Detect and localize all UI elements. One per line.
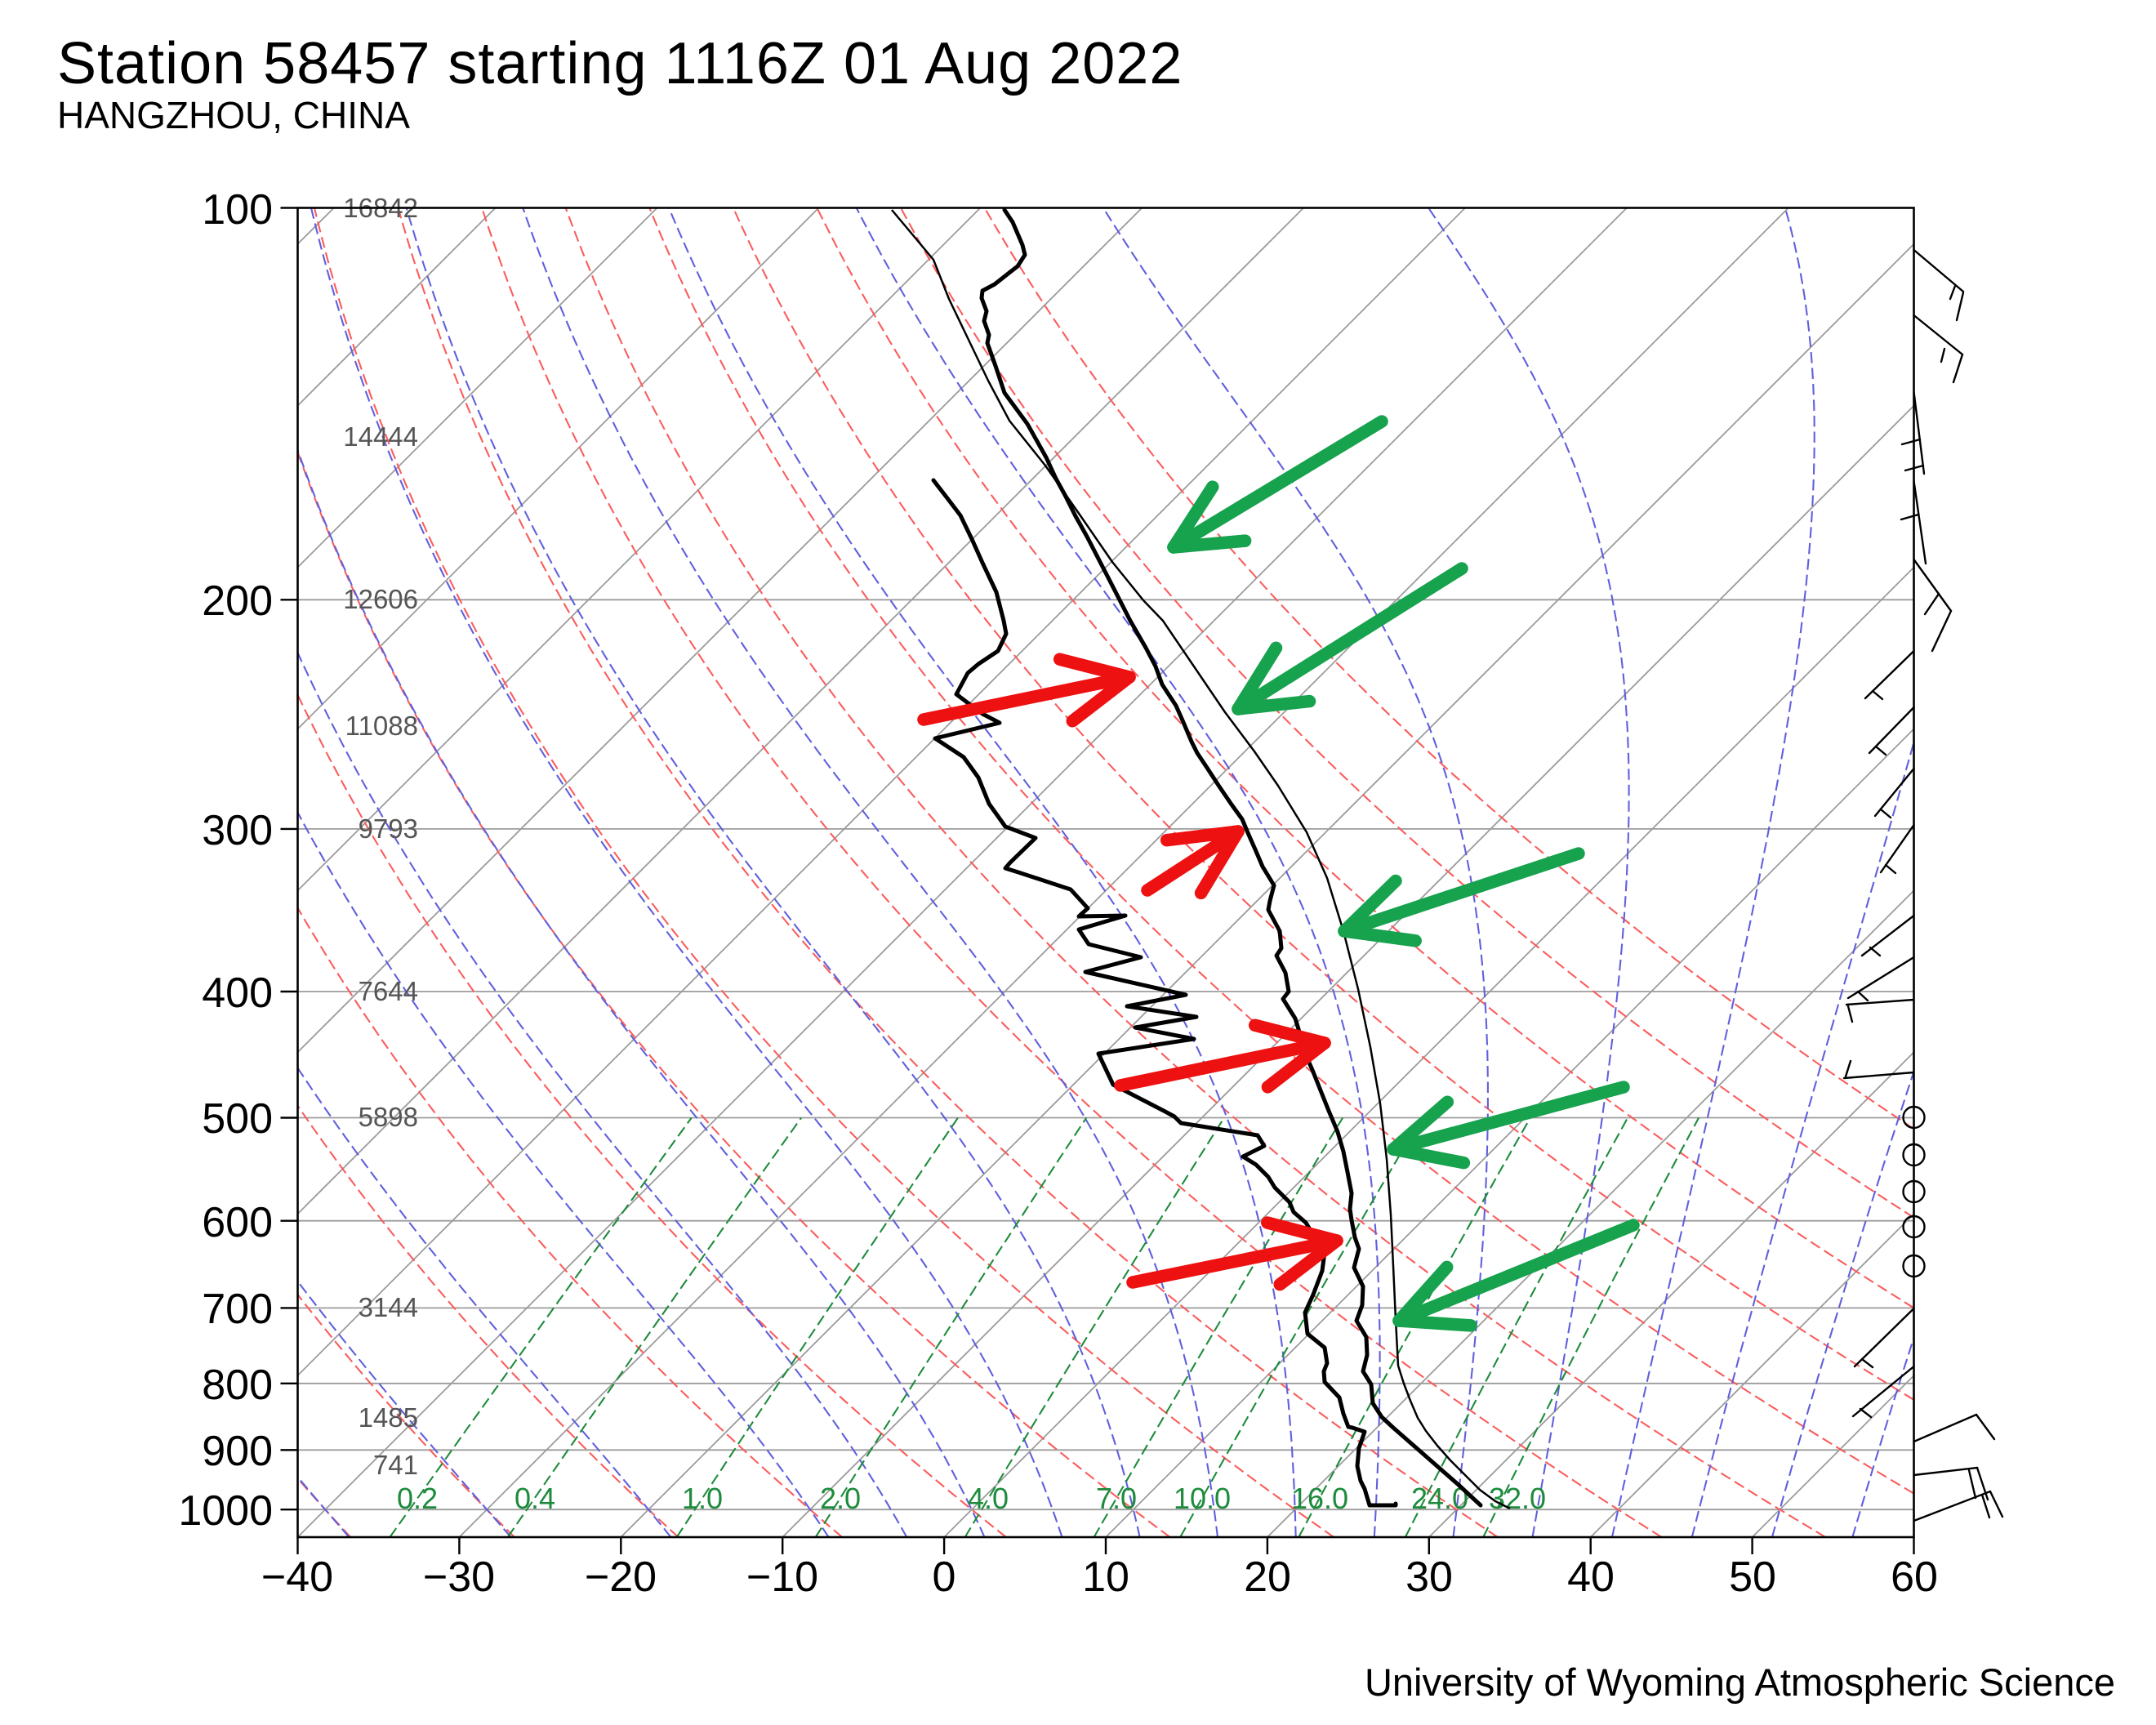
svg-text:0.2: 0.2 xyxy=(397,1482,438,1515)
svg-text:200: 200 xyxy=(202,577,273,625)
svg-text:11088: 11088 xyxy=(345,711,418,741)
svg-text:400: 400 xyxy=(202,969,273,1017)
svg-text:10: 10 xyxy=(1082,1553,1129,1601)
svg-text:2.0: 2.0 xyxy=(820,1482,861,1515)
svg-text:40: 40 xyxy=(1567,1553,1615,1601)
svg-text:14444: 14444 xyxy=(343,421,418,452)
svg-text:100: 100 xyxy=(202,186,273,234)
svg-text:500: 500 xyxy=(202,1095,273,1143)
svg-text:−20: −20 xyxy=(585,1553,657,1601)
svg-text:10.0: 10.0 xyxy=(1174,1482,1231,1515)
svg-text:20: 20 xyxy=(1244,1553,1291,1601)
svg-text:32.0: 32.0 xyxy=(1489,1482,1546,1515)
svg-text:12606: 12606 xyxy=(343,584,418,614)
svg-text:−40: −40 xyxy=(261,1553,333,1601)
svg-text:60: 60 xyxy=(1891,1553,1938,1601)
svg-text:−30: −30 xyxy=(423,1553,495,1601)
svg-text:9793: 9793 xyxy=(359,813,418,844)
svg-text:0.4: 0.4 xyxy=(514,1482,555,1515)
svg-text:741: 741 xyxy=(373,1450,418,1480)
svg-text:700: 700 xyxy=(202,1286,273,1333)
svg-text:7.0: 7.0 xyxy=(1096,1482,1137,1515)
svg-text:50: 50 xyxy=(1729,1553,1776,1601)
svg-text:800: 800 xyxy=(202,1362,273,1409)
svg-text:0: 0 xyxy=(933,1553,956,1601)
svg-text:1485: 1485 xyxy=(359,1402,418,1433)
svg-text:30: 30 xyxy=(1405,1553,1453,1601)
svg-text:Station 58457 starting 1116Z 0: Station 58457 starting 1116Z 01 Aug 2022 xyxy=(57,31,1183,96)
svg-text:University of Wyoming Atmosphe: University of Wyoming Atmospheric Scienc… xyxy=(1365,1660,2115,1704)
svg-text:HANGZHOU, CHINA: HANGZHOU, CHINA xyxy=(57,94,410,136)
svg-text:16.0: 16.0 xyxy=(1291,1482,1348,1515)
svg-text:600: 600 xyxy=(202,1199,273,1246)
svg-text:7644: 7644 xyxy=(359,976,418,1006)
svg-text:1000: 1000 xyxy=(178,1487,273,1535)
svg-text:1.0: 1.0 xyxy=(682,1482,723,1515)
svg-text:3144: 3144 xyxy=(359,1292,418,1322)
svg-text:4.0: 4.0 xyxy=(968,1482,1009,1515)
svg-text:900: 900 xyxy=(202,1428,273,1475)
svg-text:300: 300 xyxy=(202,807,273,854)
svg-text:−10: −10 xyxy=(746,1553,818,1601)
svg-text:5898: 5898 xyxy=(359,1102,418,1132)
